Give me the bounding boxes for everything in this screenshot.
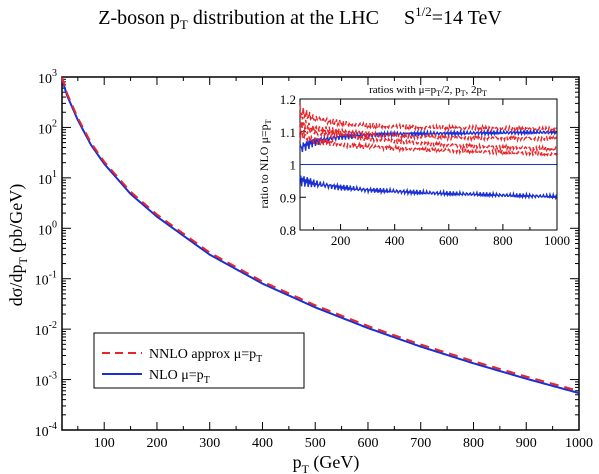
x-tick-label: 900: [516, 436, 537, 451]
y-tick-label-exponent: 2: [52, 118, 57, 129]
y-tick-label: 100: [38, 219, 57, 238]
y-tick-label-base: 10: [38, 173, 52, 188]
inset-y-tick-label: 1.2: [280, 92, 296, 107]
x-tick-label: 800: [463, 436, 484, 451]
legend: NNLO approx μ=pT NLO μ=pT: [93, 332, 305, 389]
y-tick-label-exponent: 1: [52, 169, 57, 180]
inset-title-b-sub: T: [461, 89, 466, 98]
x-tick-label: 300: [199, 436, 220, 451]
legend-label-nnlo-main: NNLO approx μ=p: [149, 347, 256, 362]
inset-x-tick-label: 800: [493, 233, 513, 248]
inset-x-tick-label: 400: [385, 233, 405, 248]
inset-x-tick-label: 200: [331, 233, 351, 248]
inset-series-line-6: [299, 131, 558, 157]
x-tick-label: 1000: [565, 436, 593, 451]
y-axis-label-main: dσ/dp: [6, 265, 26, 307]
inset-y-tick-label: 1: [290, 158, 297, 173]
inset-series-line-4: [299, 116, 558, 144]
legend-label-nlo-sub: T: [204, 375, 210, 386]
y-tick-label: 10-4: [35, 421, 57, 440]
chart-title-sub: T: [180, 17, 188, 32]
y-tick-label-exponent: -3: [49, 371, 57, 382]
chart-title-main: Z-boson p: [98, 7, 180, 29]
y-tick-label: 103: [38, 68, 57, 87]
series-line-1: [61, 77, 580, 392]
y-tick-label-exponent: -4: [49, 421, 57, 432]
legend-label-nnlo: NNLO approx μ=pT: [149, 347, 262, 365]
inset-x-tick-label: 600: [439, 233, 459, 248]
x-axis-label-sub: T: [302, 462, 310, 474]
x-axis-label: pT (GeV): [293, 452, 360, 474]
inset-series-line-3: [299, 104, 558, 134]
inset-title-b: /2, p: [441, 84, 461, 96]
y-tick-label-exponent: -1: [49, 270, 57, 281]
y-tick-label: 10-3: [35, 371, 57, 390]
x-tick-label: 400: [252, 436, 273, 451]
inset-series-line-2: [299, 175, 558, 201]
inset-series-line-5: [299, 125, 558, 154]
inset-y-tick-label: 1.1: [280, 125, 296, 140]
inset-title-a: ratios with μ=p: [369, 84, 437, 96]
inset-title-c: , 2p: [466, 84, 483, 96]
y-tick-label: 10-2: [35, 320, 57, 339]
inset-series-group: [299, 104, 558, 201]
inset-title-a-sub: T: [436, 89, 441, 98]
x-axis-label-tail: (GeV): [309, 452, 359, 473]
y-tick-label-base: 10: [35, 324, 49, 339]
legend-label-nlo: NLO μ=pT: [149, 368, 210, 386]
inset-series-line-1: [299, 127, 557, 153]
y-tick-label-base: 10: [35, 375, 49, 390]
inset-y-axis-label-sub: T: [264, 119, 273, 124]
main-axis-ticks: 100 200 300 400 500 600 700 800 900 100010-410-31…: [35, 68, 593, 451]
y-tick-label-exponent: 3: [52, 68, 57, 79]
chart-title-energy: S: [404, 7, 415, 29]
x-tick-label: 200: [146, 436, 167, 451]
plot-frame: [61, 76, 580, 431]
inset-x-tick-label: 1000: [544, 233, 570, 248]
chart-title-energy-sup: 1/2: [415, 4, 432, 19]
y-tick-label-base: 10: [38, 122, 52, 137]
inset-y-axis-label-main: ratio to NLO μ=p: [257, 124, 271, 208]
legend-label-nlo-main: NLO μ=p: [149, 368, 204, 383]
legend-frame: [93, 332, 305, 389]
y-tick-label-exponent: 0: [52, 219, 57, 230]
chart-title-gap: [379, 7, 404, 29]
y-tick-label-base: 10: [35, 274, 49, 289]
y-tick-label-exponent: -2: [49, 320, 57, 331]
inset-y-axis-label: ratio to NLO μ=pT: [257, 119, 273, 208]
chart-title-energy-tail: =14 TeV: [432, 7, 503, 29]
x-axis-label-main: p: [293, 452, 302, 472]
x-tick-label: 600: [357, 436, 378, 451]
series-line-0: [61, 79, 580, 395]
chart-title: Z-boson pT distribution at the LHC S1/2=…: [98, 4, 502, 32]
inset-y-tick-label: 0.9: [280, 190, 296, 205]
y-tick-label-base: 10: [38, 223, 52, 238]
x-tick-label: 700: [410, 436, 431, 451]
y-axis-label-sub: T: [16, 257, 30, 265]
y-tick-label: 10-1: [35, 270, 57, 289]
y-tick-label: 102: [38, 118, 57, 137]
y-tick-label: 101: [38, 169, 57, 188]
inset-title: ratios with μ=pT/2, pT, 2pT: [369, 84, 487, 98]
main-series-group: [61, 77, 580, 395]
inset-title-c-sub: T: [482, 89, 487, 98]
inset-y-tick-label: 0.8: [280, 223, 296, 238]
inset-axis-ticks: 200 400 600 800 1000 0.8 0.9 1 1.1 1.2: [280, 92, 570, 248]
x-tick-label: 100: [94, 436, 115, 451]
chart-title-mid: distribution at the LHC: [188, 7, 379, 29]
x-tick-label: 500: [305, 436, 326, 451]
y-axis-label-tail: (pb/GeV): [6, 184, 27, 257]
y-tick-label-base: 10: [38, 72, 52, 87]
legend-label-nnlo-sub: T: [256, 354, 262, 365]
y-axis-label: dσ/dpT (pb/GeV): [6, 184, 30, 307]
y-tick-label-base: 10: [35, 425, 49, 440]
